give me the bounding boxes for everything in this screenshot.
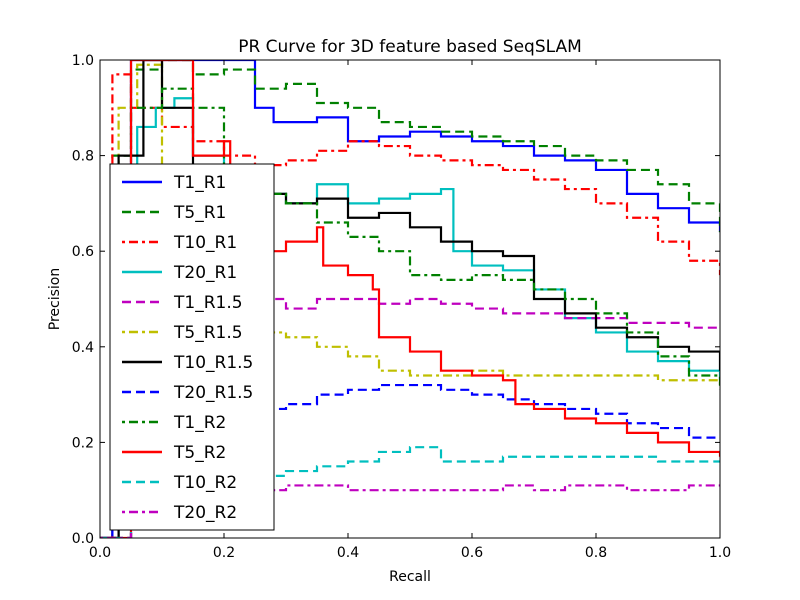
legend-label: T5_R1 [173,203,226,223]
series-line-t5-r2 [100,60,720,538]
x-tick-label: 0.4 [337,545,359,561]
legend: T1_R1 T5_R1 T10_R1 T20_R1 T1_R1.5 T5_R1.5 T10_… [109,163,275,531]
x-tick-label: 1.0 [709,545,731,561]
x-tick-label: 0.0 [89,545,111,561]
x-axis-label: Recall [389,569,431,585]
y-tick-label: 0.4 [72,340,94,356]
series-line-t5-r1 [100,60,720,538]
legend-label: T10_R1 [173,233,237,253]
legend-label: T1_R1 [173,173,226,193]
series-line-t1-r2 [100,87,720,538]
legend-label: T5_R1.5 [173,323,243,343]
legend-label: T20_R1.5 [173,383,253,403]
legend-label: T20_R2 [173,503,237,523]
y-tick-label: 0.6 [72,244,94,260]
legend-box [109,163,275,531]
legend-label: T20_R1 [173,263,237,283]
ticks-layer: 0.0 0.2 0.4 0.6 0.8 1.0 0.0 0.2 0.4 0.6 0.8 1.0 [72,53,731,561]
series-line-t20-r1 [100,97,720,538]
y-tick-label: 0.0 [72,531,94,547]
x-tick-label: 0.2 [213,545,235,561]
series-line-t20-r2 [100,484,720,538]
y-tick-label: 1.0 [72,53,94,69]
y-tick-label: 0.2 [72,435,94,451]
legend-label: T10_R2 [173,473,237,493]
x-tick-label: 0.6 [461,545,483,561]
legend-label: T1_R1.5 [173,293,243,313]
plot-frame [99,59,721,539]
y-axis-label: Precision [47,268,63,330]
legend-label: T1_R2 [173,413,226,433]
legend-label: T5_R2 [173,443,226,463]
legend-label: T10_R1.5 [173,353,253,373]
x-tick-label: 0.8 [585,545,607,561]
chart-title: PR Curve for 3D feature based SeqSLAM [238,37,582,57]
y-tick-label: 0.8 [72,149,94,165]
